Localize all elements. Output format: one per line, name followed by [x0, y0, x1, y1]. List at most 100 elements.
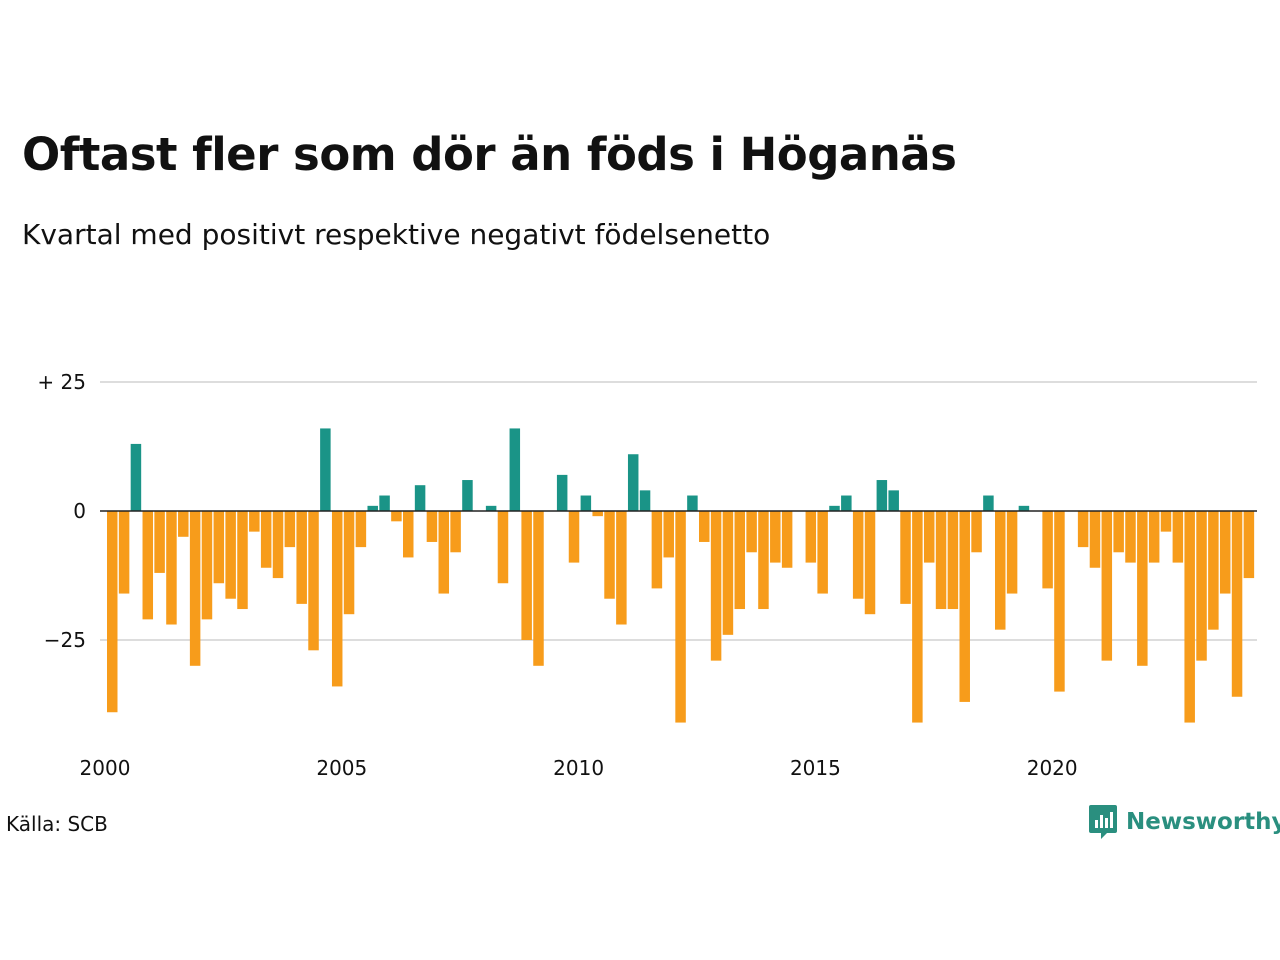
bar: [118, 511, 130, 594]
bar: [1231, 511, 1243, 697]
bar: [604, 511, 615, 599]
bar: [438, 511, 450, 594]
y-axis-labels: + 25 0 −25: [37, 370, 86, 652]
bar: [722, 511, 734, 635]
x-axis-labels: 2000 2005 2010 2015 2020: [80, 756, 1078, 780]
bar: [864, 511, 876, 615]
bar: [403, 511, 414, 558]
bar: [734, 511, 746, 610]
bar: [1101, 511, 1113, 661]
bar: [237, 511, 248, 610]
x-tick-label: 2010: [553, 756, 604, 780]
bar: [746, 511, 757, 553]
bar: [1054, 511, 1065, 692]
bar: [663, 511, 674, 558]
bar: [355, 511, 367, 548]
bar: [852, 511, 864, 599]
logo-text: Newsworthy: [1126, 809, 1280, 835]
bar: [225, 511, 236, 599]
bar: [367, 505, 378, 511]
bar: [1125, 511, 1136, 563]
bar: [687, 495, 698, 511]
bar: [817, 511, 828, 594]
bar: [178, 511, 189, 537]
bar: [107, 511, 118, 713]
newsworthy-chart-icon: [1089, 805, 1117, 839]
bar: [320, 428, 331, 511]
bar: [1018, 505, 1030, 511]
bar: [201, 511, 213, 620]
chart-subtitle: Kvartal med positivt respektive negativt…: [22, 218, 771, 251]
bar: [284, 511, 296, 548]
bar: [805, 511, 817, 563]
bar: [699, 511, 710, 542]
bar: [556, 474, 568, 511]
source-note: Källa: SCB: [6, 812, 108, 836]
bar: [627, 454, 639, 511]
bar: [1113, 511, 1124, 553]
bar: [616, 511, 627, 625]
bar: [533, 511, 544, 666]
bar: [1219, 511, 1231, 594]
bar: [142, 511, 154, 620]
bar: [308, 511, 319, 651]
bar: [781, 511, 793, 568]
bar: [331, 511, 343, 687]
bar: [770, 511, 781, 563]
bar: [912, 511, 923, 723]
bar: [983, 495, 994, 511]
bar: [1243, 511, 1255, 579]
bar: [592, 511, 603, 517]
bar: [935, 511, 947, 610]
y-tick-label: −25: [44, 628, 86, 652]
bar: [426, 511, 438, 542]
x-tick-label: 2015: [790, 756, 841, 780]
bar: [260, 511, 272, 568]
x-tick-label: 2005: [316, 756, 367, 780]
y-tick-label: 0: [73, 499, 86, 523]
bar: [1148, 511, 1160, 563]
bar: [1089, 511, 1101, 568]
bar: [450, 511, 461, 553]
bar: [462, 480, 473, 511]
bar: [414, 485, 426, 511]
bar: [675, 511, 686, 723]
bar: [876, 480, 888, 511]
bar: [521, 511, 532, 640]
bar: [959, 511, 970, 702]
bar: [1042, 511, 1053, 589]
x-tick-label: 2000: [80, 756, 131, 780]
bar: [272, 511, 284, 579]
y-tick-label: + 25: [37, 370, 86, 394]
bar: [1160, 511, 1172, 532]
bar: [947, 511, 959, 610]
bar: [213, 511, 225, 584]
bar: [130, 443, 142, 511]
bars: [107, 428, 1255, 723]
bar: [888, 490, 899, 511]
bar: [995, 511, 1006, 630]
bar: [639, 490, 651, 511]
bar: [1196, 511, 1207, 661]
bar: [1137, 511, 1148, 666]
bar: [1077, 511, 1089, 548]
bar: [379, 495, 390, 511]
bar: [923, 511, 935, 563]
bar: [296, 511, 307, 604]
bar: [900, 511, 911, 604]
bar: [497, 511, 509, 584]
bar: [166, 511, 177, 625]
bar: [568, 511, 580, 563]
bar: [485, 505, 497, 511]
bar: [343, 511, 355, 615]
bar: [710, 511, 722, 661]
bar: [249, 511, 260, 532]
x-tick-label: 2020: [1027, 756, 1078, 780]
newsworthy-logo: Newsworthy: [1088, 804, 1280, 840]
bar: [841, 495, 852, 511]
chart-title: Oftast fler som dör än föds i Höganäs: [22, 128, 957, 181]
bar: [651, 511, 663, 589]
bar: [189, 511, 201, 666]
bar: [1172, 511, 1184, 563]
